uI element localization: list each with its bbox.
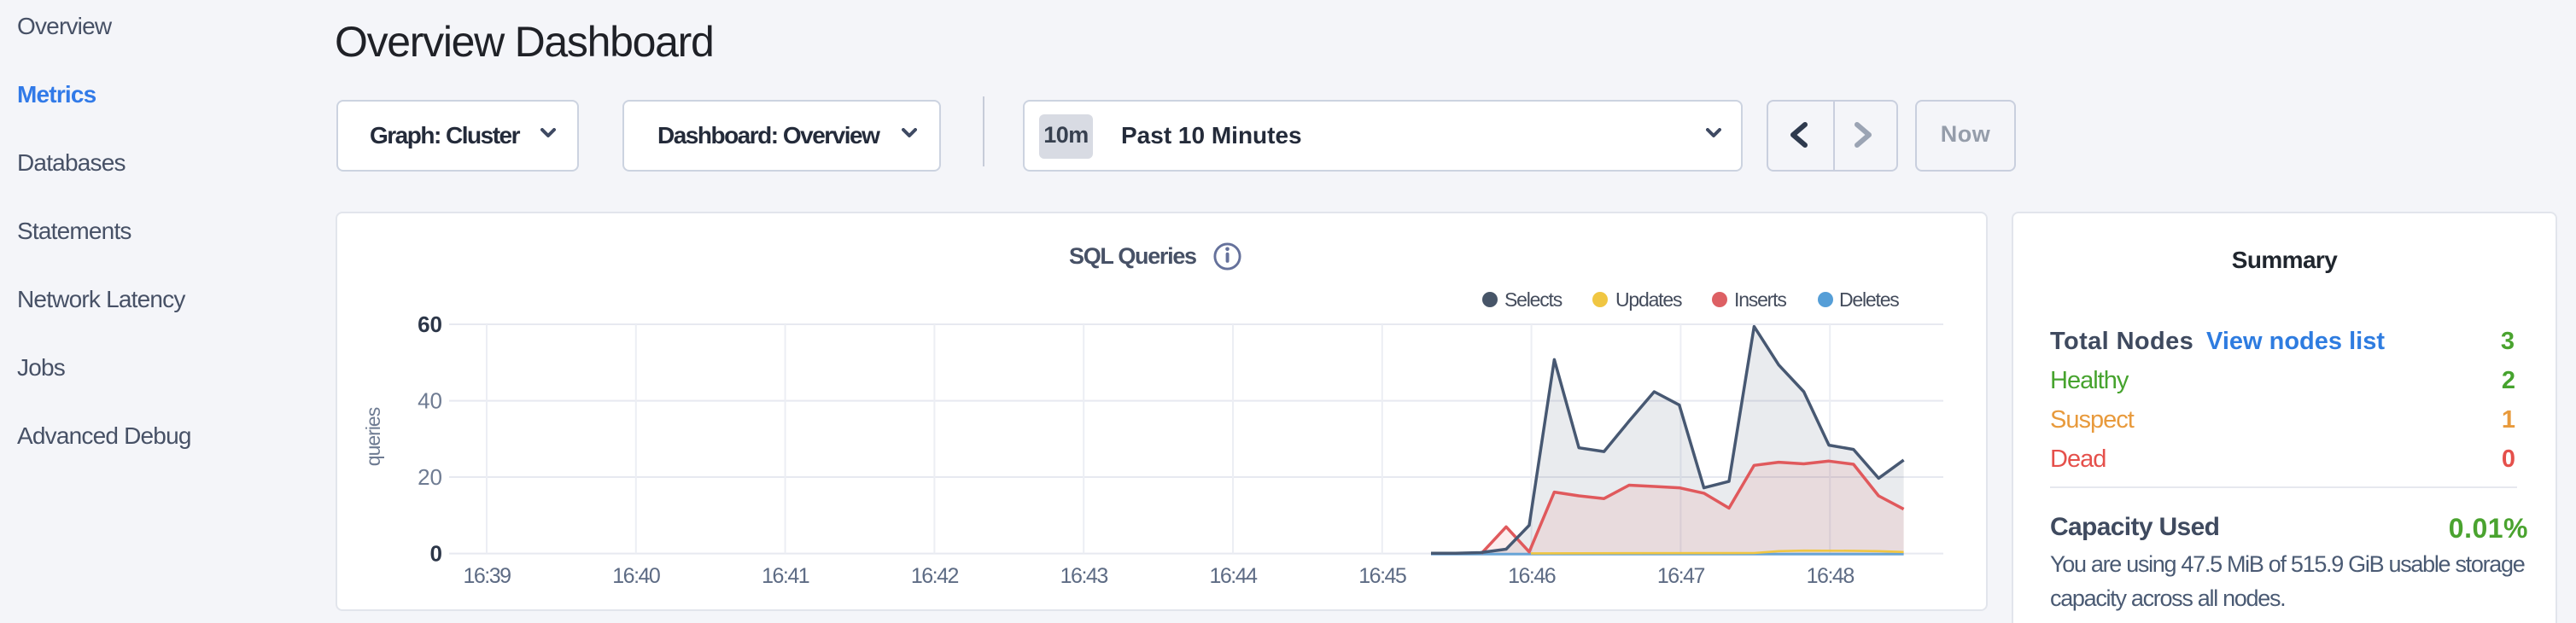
svg-text:16:45: 16:45 — [1358, 564, 1406, 588]
svg-text:20: 20 — [418, 464, 442, 490]
svg-text:16:48: 16:48 — [1807, 564, 1855, 588]
svg-text:16:39: 16:39 — [463, 564, 511, 588]
svg-text:0: 0 — [430, 541, 442, 567]
svg-text:16:41: 16:41 — [762, 564, 809, 588]
svg-text:16:42: 16:42 — [911, 564, 959, 588]
svg-text:16:43: 16:43 — [1060, 564, 1108, 588]
svg-text:16:46: 16:46 — [1508, 564, 1556, 588]
svg-text:16:44: 16:44 — [1209, 564, 1258, 588]
svg-text:40: 40 — [418, 388, 442, 414]
svg-text:60: 60 — [418, 312, 442, 337]
svg-text:queries: queries — [362, 407, 384, 466]
svg-text:16:40: 16:40 — [612, 564, 660, 588]
svg-text:16:47: 16:47 — [1657, 564, 1705, 588]
